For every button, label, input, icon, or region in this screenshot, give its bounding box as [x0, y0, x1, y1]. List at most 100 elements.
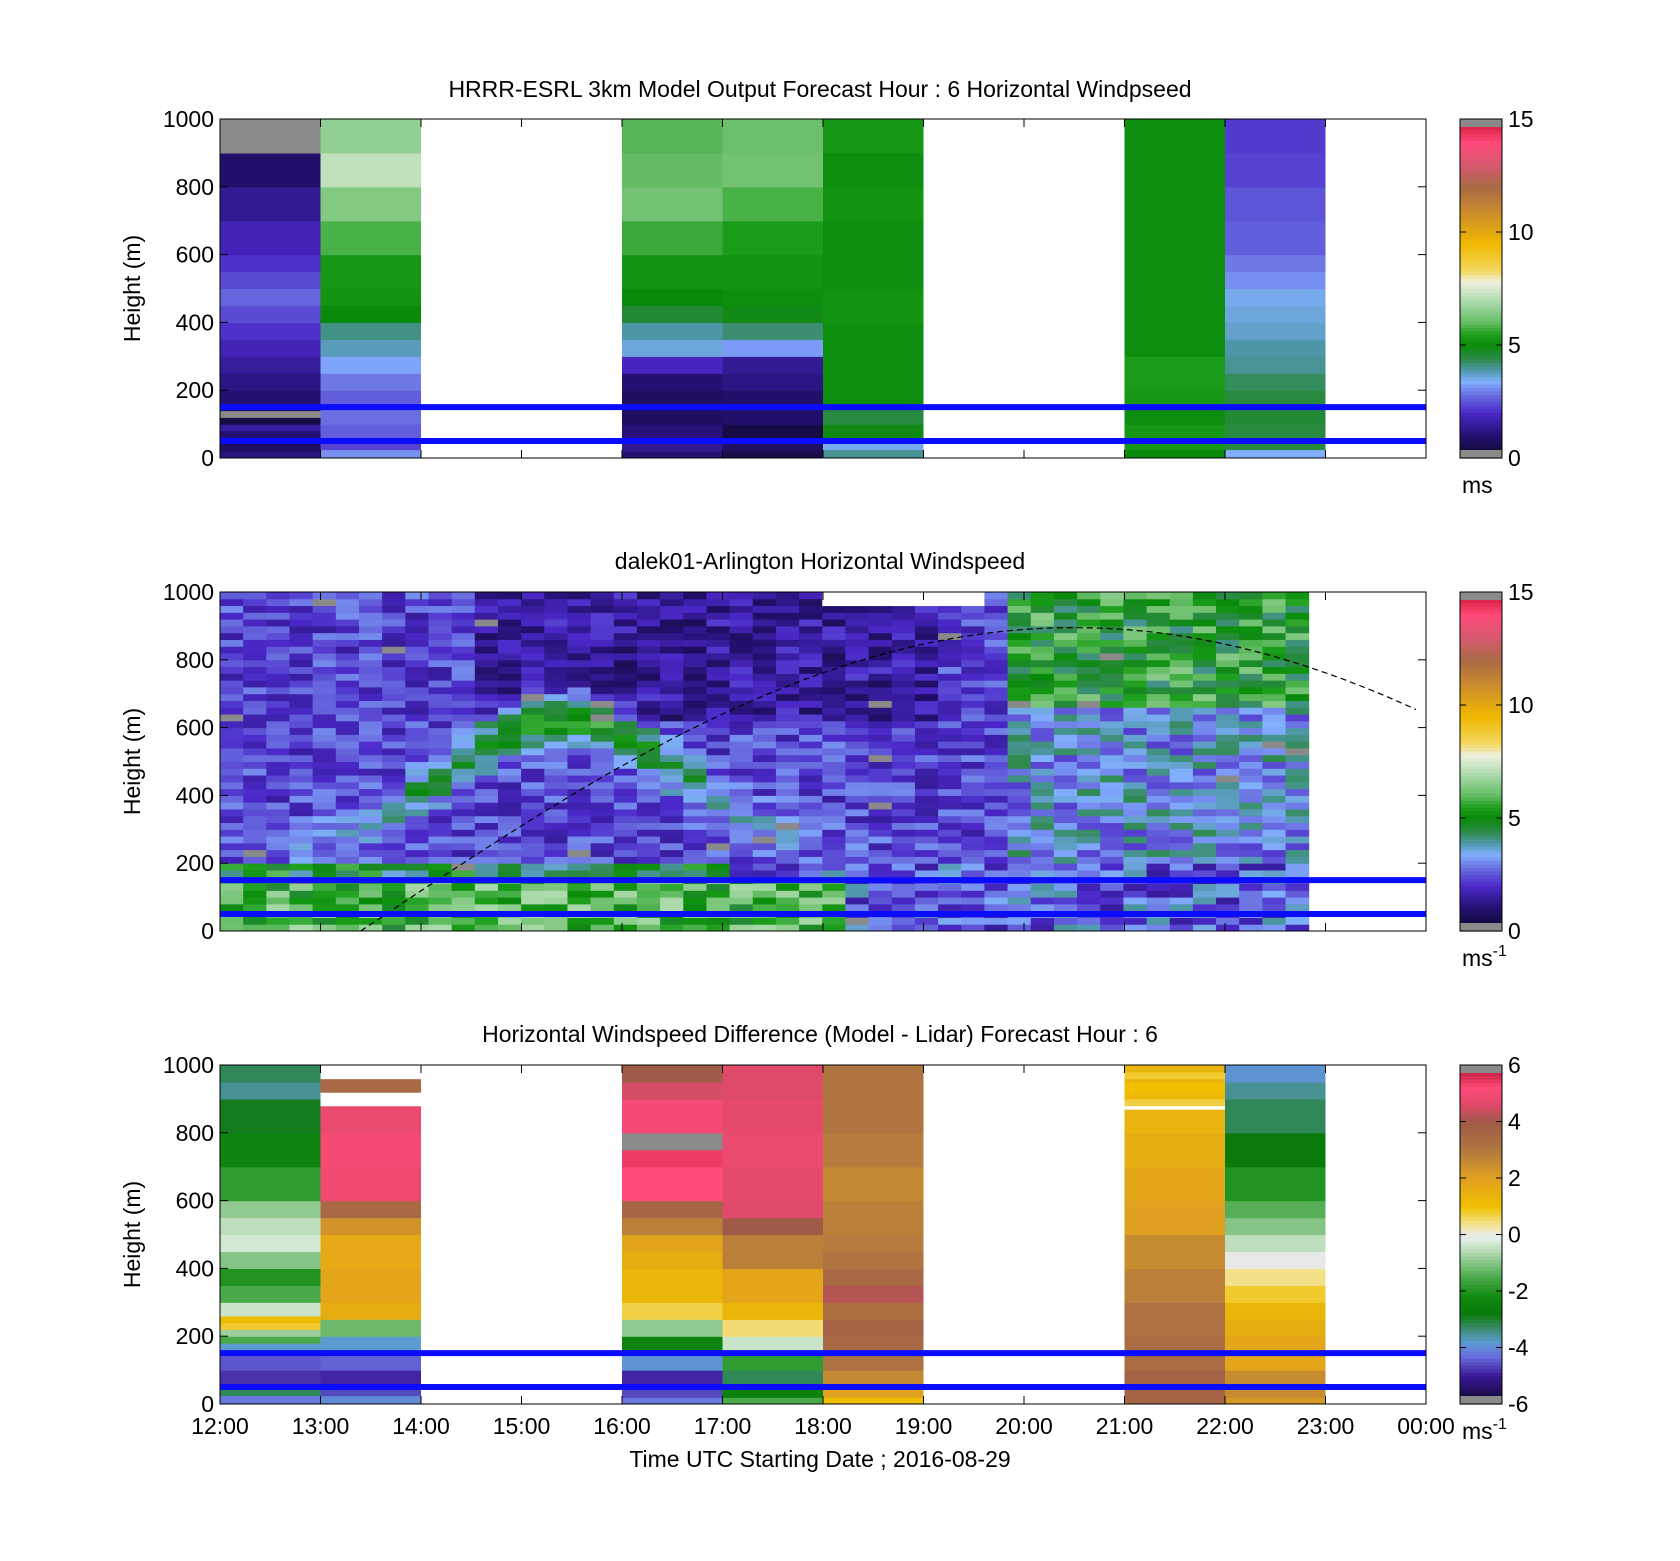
lidar-cell	[1123, 605, 1148, 613]
lidar-cell	[914, 680, 939, 688]
lidar-cell	[636, 808, 661, 817]
heatmap-cell	[220, 271, 321, 290]
lidar-cell	[266, 903, 290, 912]
lidar-cell	[961, 856, 985, 864]
y-axis-label: Height (m)	[119, 235, 145, 342]
lidar-cell	[1146, 727, 1171, 735]
lidar-cell	[243, 639, 267, 647]
lidar-cell	[1216, 836, 1240, 844]
lidar-cell	[752, 917, 777, 925]
lidar-cell	[683, 686, 707, 695]
lidar-cell	[220, 849, 244, 857]
colorbar-swatch	[1460, 320, 1502, 325]
lidar-cell	[613, 822, 638, 830]
lidar-cell	[1216, 686, 1240, 695]
lidar-cell	[891, 788, 916, 796]
lidar-cell	[544, 836, 568, 844]
lidar-cell	[938, 802, 962, 810]
lidar-cell	[1216, 849, 1240, 857]
lidar-cell	[799, 890, 823, 898]
lidar-cell	[1053, 842, 1078, 851]
lidar-cell	[706, 700, 731, 708]
lidar-cell	[914, 666, 939, 674]
colorbar-swatch	[1460, 1146, 1502, 1151]
lidar-cell	[243, 802, 267, 810]
colorbar-swatch	[1460, 1149, 1502, 1154]
lidar-cell	[428, 693, 453, 701]
lidar-cell	[1192, 849, 1217, 857]
lidar-cell	[706, 829, 731, 837]
lidar-cell	[891, 849, 916, 857]
lidar-cell	[382, 686, 406, 695]
lidar-cell	[1007, 903, 1032, 912]
lidar-cell	[1239, 632, 1263, 640]
lidar-cell	[1285, 639, 1310, 647]
lidar-cell	[590, 612, 615, 620]
lidar-cell	[1146, 707, 1171, 715]
lidar-cell	[1007, 680, 1032, 688]
lidar-cell	[1285, 775, 1310, 783]
lidar-cell	[1239, 795, 1263, 803]
lidar-cell	[845, 890, 870, 898]
lidar-cell	[1053, 775, 1078, 783]
colorbar-swatch	[1460, 722, 1502, 727]
y-axis-label: Height (m)	[119, 1181, 145, 1288]
lidar-cell	[984, 612, 1009, 620]
lidar-cell	[1239, 775, 1263, 783]
lidar-cell	[474, 795, 499, 803]
lidar-cell	[567, 625, 592, 634]
lidar-cell	[1146, 883, 1171, 891]
lidar-cell	[474, 883, 499, 891]
lidar-cell	[822, 863, 846, 871]
colorbar-swatch	[1460, 1354, 1502, 1359]
colorbar-swatch	[1460, 810, 1502, 816]
lidar-cell	[289, 605, 314, 613]
lidar-cell	[822, 625, 846, 634]
lidar-cell	[405, 842, 429, 851]
y-tick-label: 400	[176, 782, 214, 808]
lidar-cell	[914, 727, 939, 735]
lidar-cell	[961, 653, 985, 661]
lidar-cell	[729, 700, 754, 708]
lidar-cell	[1146, 822, 1171, 830]
lidar-cell	[220, 829, 244, 837]
lidar-cell	[706, 659, 731, 668]
lidar-cell	[938, 693, 962, 701]
lidar-cell	[636, 802, 661, 810]
lidar-cell	[1262, 897, 1287, 905]
lidar-cell	[1100, 808, 1124, 817]
lidar-cell	[1030, 856, 1055, 864]
lidar-cell	[1053, 903, 1078, 912]
heatmap-cell	[220, 424, 321, 432]
lidar-cell	[729, 815, 754, 824]
heatmap-cell	[220, 254, 321, 273]
lidar-cell	[335, 829, 360, 837]
colorbar-swatch	[1460, 1372, 1502, 1377]
heatmap-cell	[823, 1234, 924, 1253]
heatmap-cell	[1225, 305, 1326, 323]
lidar-cell	[799, 625, 823, 634]
heatmap-cell	[722, 1302, 823, 1320]
heatmap-cell	[1225, 1081, 1326, 1100]
colorbar-tick-label: 0	[1508, 445, 1521, 471]
heatmap-cell	[320, 1336, 421, 1354]
lidar-cell	[845, 720, 870, 729]
lidar-cell	[521, 890, 545, 898]
lidar-cell	[358, 727, 383, 735]
lidar-cell	[799, 592, 823, 600]
lidar-cell	[775, 815, 800, 824]
lidar-cell	[451, 802, 476, 810]
lidar-cell	[868, 747, 893, 756]
lidar-cell	[474, 768, 499, 776]
lidar-cell	[891, 632, 916, 640]
lidar-cell	[636, 707, 661, 715]
lidar-cell	[914, 605, 939, 613]
lidar-cell	[266, 639, 290, 647]
lidar-cell	[706, 917, 731, 925]
lidar-cell	[1262, 659, 1287, 668]
lidar-cell	[683, 897, 707, 905]
lidar-cell	[358, 707, 383, 715]
colorbar-swatch	[1460, 337, 1502, 343]
lidar-cell	[1030, 917, 1055, 925]
lidar-cell	[521, 842, 545, 851]
